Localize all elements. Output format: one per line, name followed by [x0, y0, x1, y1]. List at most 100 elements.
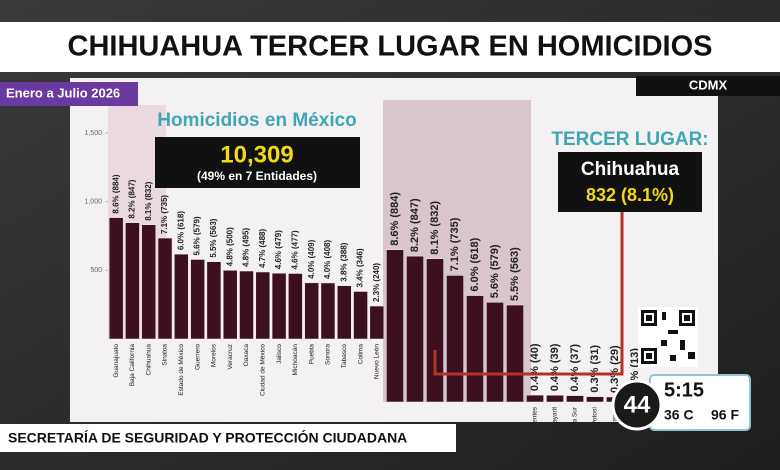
- title: CHIHUAHUA TERCER LUGAR EN HOMICIDIOS: [68, 31, 713, 63]
- value-label: 0.3% (29): [609, 345, 621, 393]
- bar: [369, 305, 385, 340]
- location: CDMX: [689, 77, 728, 92]
- channel-logo: [611, 379, 663, 431]
- x-tick-label: Jalisco: [276, 344, 283, 364]
- bar: [337, 285, 352, 340]
- x-tick-label: Chihuahua: [145, 344, 152, 376]
- value-label: 5.5% (563): [209, 218, 218, 257]
- x-tick-label: Baja California: [129, 344, 136, 387]
- summary-box: [155, 137, 360, 188]
- value-label: 5.5% (563): [509, 247, 521, 301]
- highlight-figure: 832 (8.1%): [586, 185, 674, 205]
- bar: [125, 222, 140, 340]
- title-band: [0, 22, 780, 72]
- bar: [486, 302, 504, 403]
- bar: [546, 395, 564, 403]
- value-label: 8.2% (847): [409, 198, 421, 252]
- bar: [506, 304, 524, 403]
- footer-source: SECRETARÍA DE SEGURIDAD Y PROTECCIÓN CIU…: [8, 429, 407, 446]
- highlight-box: [558, 152, 702, 212]
- value-label: 8.2% (847): [128, 179, 137, 218]
- value-label: 5.6% (579): [489, 244, 501, 298]
- y-tick-label: 500: [90, 267, 102, 274]
- value-label: 2.3% (240): [372, 263, 381, 302]
- x-tick-label: Colima: [357, 344, 364, 365]
- bar: [108, 217, 124, 340]
- pointer-line: [433, 212, 624, 376]
- x-tick-label: Guerrero: [194, 344, 201, 370]
- value-label: 0.4% (39): [549, 343, 561, 391]
- bar: [386, 249, 404, 403]
- x-tick-label: Oaxaca: [243, 344, 250, 367]
- location-tag: [636, 76, 780, 96]
- bar: [353, 291, 368, 340]
- qr-code: [638, 307, 698, 367]
- value-label: 4.0% (409): [307, 239, 316, 278]
- x-tick-label: Nayarit: [552, 407, 559, 428]
- bar: [406, 255, 424, 403]
- value-label: 4.8% (495): [242, 228, 251, 267]
- y-tick-label: 1,000: [84, 199, 102, 206]
- bar: [255, 271, 271, 340]
- x-tick-label: Estado de México: [178, 344, 185, 396]
- summary-note: (49% en 7 Entidades): [197, 169, 317, 183]
- value-label: 0.3% (31): [589, 345, 601, 393]
- x-tick-label: Sonora: [325, 344, 332, 365]
- bar: [239, 270, 254, 340]
- bar: [566, 395, 584, 403]
- celsius: 36 C: [664, 407, 694, 423]
- channel: 44: [624, 391, 651, 418]
- time: 5:15: [664, 379, 704, 401]
- bar: [320, 282, 336, 340]
- x-tick-label: Tabasco: [341, 344, 348, 369]
- x-tick-label: Nuevo León: [374, 344, 381, 379]
- period-tag: [0, 82, 138, 106]
- bar: [141, 224, 156, 340]
- footer-band: [0, 424, 456, 452]
- x-tick-label: Michoacán: [292, 344, 299, 376]
- bar: [190, 259, 205, 340]
- summary-total: 10,309: [220, 141, 293, 168]
- bar: [304, 282, 319, 340]
- highlight-state: Chihuahua: [581, 159, 680, 180]
- bar: [526, 394, 544, 403]
- value-label: 3.4% (346): [356, 248, 365, 287]
- value-label: 7.1% (735): [449, 217, 461, 271]
- value-label: 8.1% (832): [144, 181, 153, 220]
- x-tick-label: Puebla: [308, 344, 315, 365]
- x-tick-label: San Luis Potosí: [592, 407, 599, 453]
- bar: [288, 273, 303, 340]
- y-tick-label: 1,500: [84, 130, 102, 137]
- value-label: 0.4% (37): [569, 344, 581, 392]
- value-label: 3.8% (388): [339, 242, 348, 281]
- value-label: 6.0% (618): [176, 211, 185, 250]
- value-label: 7.1% (735): [160, 195, 169, 234]
- bar: [466, 295, 484, 403]
- bar: [206, 261, 222, 340]
- highlight-heading: TERCER LUGAR:: [551, 129, 708, 150]
- value-label: 4.6% (477): [290, 230, 299, 269]
- value-label: 6.0% (618): [469, 237, 481, 291]
- x-tick-label: Sinaloa: [162, 344, 169, 366]
- bar: [174, 253, 189, 340]
- x-tick-label: Baja California Sur: [572, 406, 579, 461]
- summary-heading: Homicidios en México: [157, 110, 357, 131]
- bar: [446, 275, 464, 403]
- bar: [271, 272, 287, 340]
- x-tick-label: Guanajuato: [113, 344, 120, 378]
- bar: [157, 237, 173, 340]
- x-tick-label: Aguascalientes: [532, 406, 539, 451]
- value-label: 8.6% (884): [111, 174, 120, 213]
- x-tick-label: Morelos: [211, 343, 218, 367]
- x-tick-label: Ciudad de México: [260, 344, 267, 396]
- value-label: 8.1% (832): [429, 201, 441, 255]
- bar: [426, 258, 444, 403]
- value-label: 4.8% (500): [225, 227, 234, 266]
- bar: [222, 270, 238, 340]
- value-label: 4.7% (488): [258, 229, 267, 268]
- x-tick-label: Durango: [612, 407, 619, 432]
- period: Enero a Julio 2026: [6, 85, 120, 100]
- bar: [586, 396, 604, 403]
- value-label: 4.0% (408): [323, 239, 332, 278]
